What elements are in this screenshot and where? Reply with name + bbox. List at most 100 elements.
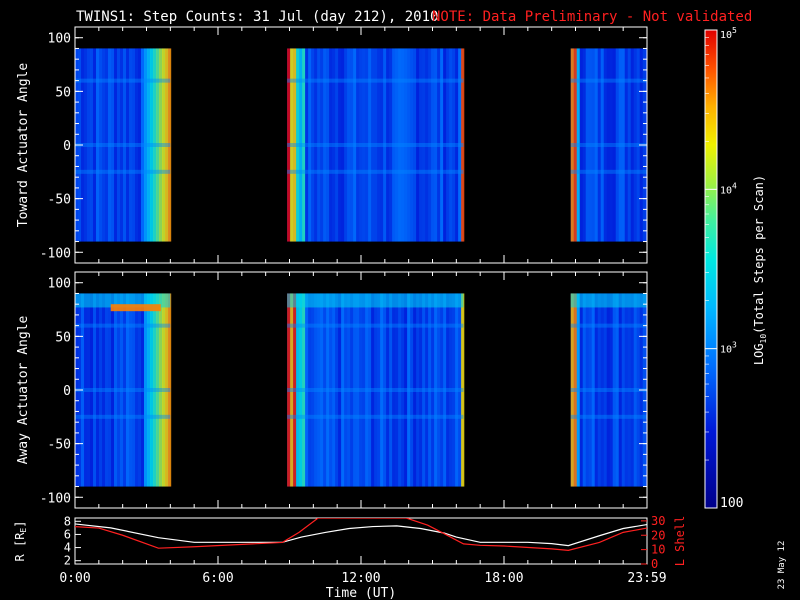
ytick-label: 0 [63, 384, 71, 399]
heat-column [120, 48, 124, 242]
heat-column [573, 293, 577, 487]
heat-column [326, 48, 330, 242]
heat-column [335, 48, 339, 242]
xtick-label: 12:00 [341, 571, 380, 586]
heat-column [293, 48, 297, 242]
heat-column [455, 48, 459, 242]
ytick-label: 50 [55, 330, 71, 345]
heat-column [401, 48, 405, 242]
heat-column [576, 293, 580, 487]
heat-column [434, 48, 438, 242]
heat-column [624, 48, 628, 242]
heat-column [380, 48, 384, 242]
heat-column [461, 293, 465, 487]
heat-column [413, 293, 417, 487]
heat-column [141, 48, 145, 242]
heat-column [431, 293, 435, 487]
heat-column [636, 48, 640, 242]
r-tick-label: 8 [64, 514, 71, 528]
heat-column [609, 293, 613, 487]
heat-column [168, 293, 172, 487]
heat-column [356, 48, 360, 242]
heat-column [383, 293, 387, 487]
heat-band [570, 323, 647, 328]
heat-column [579, 293, 583, 487]
xtick-label: 23:59 [627, 571, 666, 586]
heat-column [615, 293, 619, 487]
heat-column [431, 48, 435, 242]
heat-column [87, 293, 91, 487]
heat-band [287, 388, 464, 392]
heat-column [138, 48, 142, 242]
colorbar-tick-label: 105 [720, 26, 737, 41]
heat-column [395, 293, 399, 487]
heat-column [398, 293, 402, 487]
heat-column [404, 293, 408, 487]
colorbar-tick-label: 100 [720, 496, 743, 511]
heat-column [365, 293, 369, 487]
heat-column [407, 293, 411, 487]
heat-column [368, 48, 372, 242]
ytick-label: 100 [48, 32, 71, 47]
heat-column [446, 48, 450, 242]
heat-column [141, 293, 145, 487]
heat-band [287, 293, 464, 308]
date-stamp: 23 May 12 [777, 541, 787, 590]
heat-column [156, 48, 160, 242]
xtick-label: 0:00 [59, 571, 90, 586]
heat-column [413, 48, 417, 242]
heat-column [347, 293, 351, 487]
heat-column [422, 48, 426, 242]
colorbar-label: LOG10(Total Steps per Scan) [752, 175, 768, 365]
heat-column [612, 48, 616, 242]
heat-column [573, 48, 577, 242]
heat-column [389, 293, 393, 487]
heat-column [443, 48, 447, 242]
lshell-series-line [75, 518, 647, 551]
heat-column [615, 48, 619, 242]
heat-column [93, 293, 97, 487]
heat-column [329, 48, 333, 242]
chart-title: TWINS1: Step Counts: 31 Jul (day 212), 2… [76, 9, 438, 25]
heat-band [570, 293, 647, 308]
heat-column [374, 48, 378, 242]
heat-column [585, 293, 589, 487]
heat-column [323, 48, 327, 242]
heat-column [630, 48, 634, 242]
heat-column [296, 293, 300, 487]
heat-column [90, 293, 94, 487]
heat-column [362, 293, 366, 487]
heat-column [603, 48, 607, 242]
heat-column [114, 293, 118, 487]
lshell-axis-label: L Shell [673, 516, 687, 567]
heat-column [123, 293, 127, 487]
toward-actuator-heatmap: -100 -50 0 50 100 [40, 26, 648, 264]
heat-column [425, 293, 429, 487]
heat-column [362, 48, 366, 242]
heat-band [570, 414, 647, 419]
heat-column [452, 48, 456, 242]
heat-column [591, 293, 595, 487]
heat-column [600, 48, 604, 242]
heat-column [398, 48, 402, 242]
heat-column [588, 48, 592, 242]
heat-column [84, 293, 88, 487]
heat-band [75, 78, 171, 83]
heat-column [434, 293, 438, 487]
heat-band [75, 414, 171, 419]
heat-column [147, 293, 151, 487]
ytick-label: -100 [40, 491, 71, 506]
heat-column [114, 48, 118, 242]
heat-column [317, 293, 321, 487]
heat-column [120, 293, 124, 487]
heat-column [461, 48, 465, 242]
heat-band [75, 323, 171, 328]
r-axis-label: R [RE] [13, 521, 28, 562]
heat-column [606, 48, 610, 242]
heat-feature [110, 304, 161, 312]
heat-column [404, 48, 408, 242]
heat-column [347, 48, 351, 242]
time-axis-label: Time (UT) [326, 586, 396, 600]
ytick-label: -50 [48, 193, 71, 208]
